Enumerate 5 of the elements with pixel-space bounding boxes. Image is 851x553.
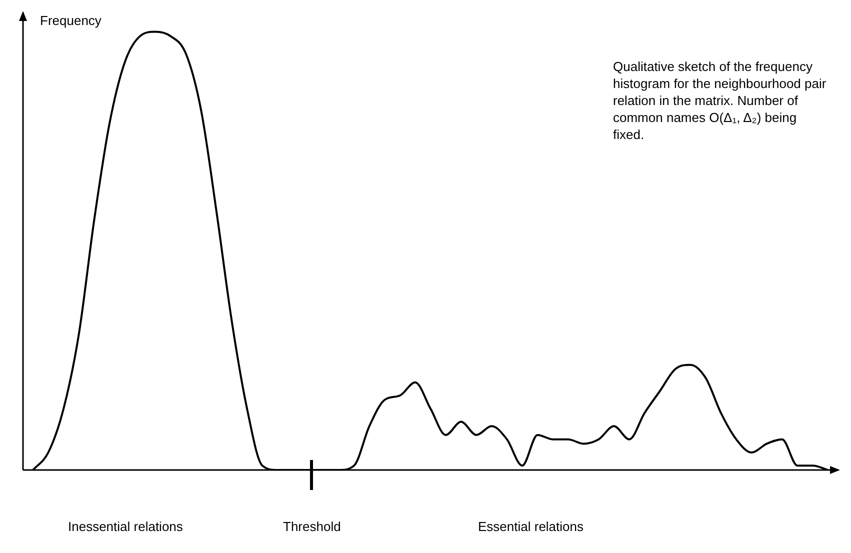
y-axis-title: Frequency [40, 13, 102, 28]
text: Inessential relations [68, 518, 183, 535]
text: Essential relations [478, 518, 584, 535]
text: Threshold [283, 518, 341, 535]
annotation: Qualitative sketch of the frequency histogram for the neighbourhood pair relation in the matrix. Number of common names O(Δ₁, Δ₂) being fixed. [613, 58, 828, 143]
